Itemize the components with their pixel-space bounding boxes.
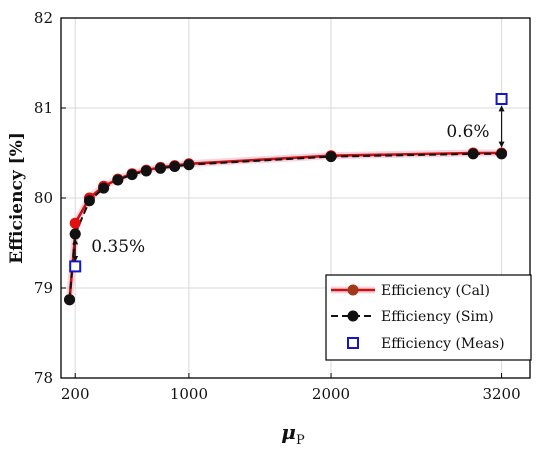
sim-point <box>169 161 181 172</box>
y-tick-label: 81 <box>34 99 53 117</box>
sim-point <box>112 174 124 186</box>
annotation-label-035: 0.35% <box>91 237 145 257</box>
legend-label: Efficiency (Cal) <box>381 283 490 299</box>
meas-point <box>69 260 82 273</box>
meas-point <box>495 93 508 105</box>
x-tick-label: 2000 <box>312 385 350 403</box>
sim-point <box>140 165 152 177</box>
legend-sim-marker <box>347 310 359 322</box>
legend-meas-marker <box>347 337 359 349</box>
x-tick-label: 3200 <box>482 385 520 403</box>
y-tick-labels: 78 79 80 81 82 <box>34 9 53 387</box>
sim-point <box>69 228 81 240</box>
y-axis-label: Efficiency [%] <box>7 132 27 264</box>
y-tick-label: 80 <box>34 189 53 207</box>
cal-point <box>69 217 81 229</box>
sim-point <box>126 169 138 181</box>
x-axis-label-subscript: P <box>296 433 305 448</box>
x-axis-label: μP <box>281 420 305 448</box>
sim-point <box>183 159 195 171</box>
legend-label: Efficiency (Sim) <box>381 309 494 325</box>
x-tick-labels: 200 1000 2000 3200 <box>61 385 521 403</box>
y-tick-label: 79 <box>34 279 53 297</box>
x-tick-label: 1000 <box>170 385 208 403</box>
sim-point <box>98 182 110 194</box>
annotations: 0.35% 0.6% <box>72 105 505 262</box>
plot-frame <box>60 17 531 379</box>
sim-point <box>496 148 508 160</box>
legend: Efficiency (Cal) Efficiency (Sim) Efficien… <box>325 274 532 361</box>
sim-point <box>83 195 95 207</box>
legend-label: Efficiency (Meas) <box>381 336 505 352</box>
sim-point <box>154 162 166 174</box>
sim-point <box>325 151 337 163</box>
sim-point <box>64 294 76 306</box>
y-tick-label: 78 <box>34 369 53 387</box>
y-tick-label: 82 <box>34 9 53 27</box>
x-tick-label: 200 <box>61 385 90 403</box>
legend-cal-marker <box>347 284 359 296</box>
annotation-label-06: 0.6% <box>446 122 489 142</box>
sim-point <box>467 148 479 160</box>
x-axis-label-mu: μ <box>281 420 296 444</box>
